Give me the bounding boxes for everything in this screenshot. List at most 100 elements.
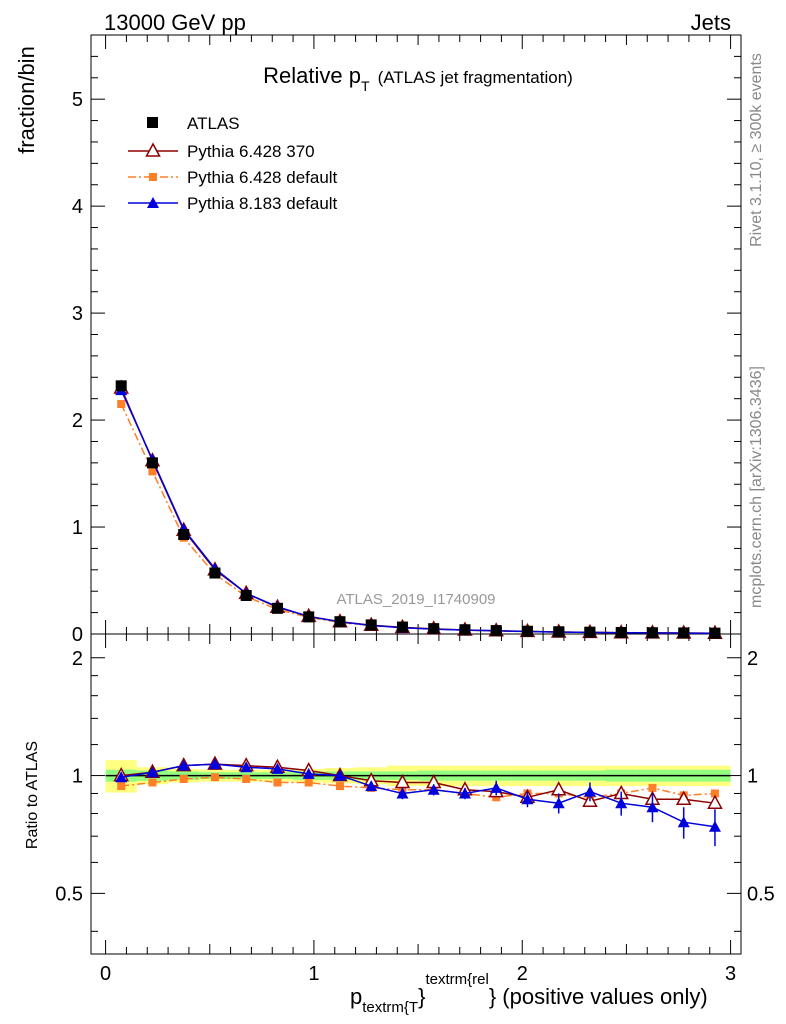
ratio-point-pythia-8-183-default: [208, 758, 221, 770]
ratio-ytick-label-right: 1: [747, 766, 758, 788]
ratio-point-pythia-8-183-default: [240, 761, 253, 773]
main-plot-title: Relative pT (ATLAS jet fragmentation): [263, 63, 573, 94]
ratio-point-pythia-6-428-default: [117, 782, 126, 791]
ratio-point-pythia-6-428-default: [304, 778, 313, 787]
x-label-sub: textrm{T: [362, 999, 418, 1016]
header-left: 13000 GeV pp: [104, 10, 246, 35]
main-ytick-label: 1: [72, 517, 83, 539]
main-point-atlas: [396, 621, 408, 633]
main-point-atlas: [303, 611, 315, 623]
main-point-atlas: [584, 626, 596, 638]
main-point-atlas: [521, 625, 533, 637]
ratio-point-pythia-8-183-default: [427, 783, 440, 795]
title-sub: T: [361, 78, 370, 94]
main-point-pythia-6-428-default: [117, 400, 126, 409]
main-point-atlas: [709, 627, 721, 639]
ratio-point-pythia-6-428-370: [707, 794, 723, 809]
main-point-atlas: [271, 602, 283, 614]
ratio-point-pythia-6-428-default: [648, 783, 657, 792]
ratio-point-pythia-8-183-default: [521, 793, 534, 805]
ratio-point-pythia-6-428-default: [273, 778, 282, 787]
main-point-atlas: [240, 589, 252, 601]
legend-marker-atlas: [147, 117, 158, 128]
ratio-point-pythia-8-183-default: [333, 769, 346, 781]
legend-label-py6-370: Pythia 6.428 370: [187, 142, 315, 161]
ratio-point-pythia-8-183-default: [677, 816, 690, 828]
ratio-ytick-label-left: 1: [72, 766, 83, 788]
ratio-xtick-label: 2: [517, 963, 528, 985]
ratio-point-pythia-8-183-default: [646, 801, 659, 813]
legend: ATLAS Pythia 6.428 370 Pythia 6.428 defa…: [128, 114, 338, 213]
ratio-ytick-label-right: 0.5: [747, 883, 775, 905]
legend-label-atlas: ATLAS: [187, 114, 240, 133]
legend-marker-py6-default: [149, 173, 157, 181]
main-point-atlas: [178, 529, 190, 541]
ratio-point-pythia-6-428-default: [210, 773, 219, 782]
header-right: Jets: [691, 10, 731, 35]
main-point-atlas: [115, 380, 127, 392]
main-point-atlas: [615, 627, 627, 639]
ratio-xtick-label: 0: [100, 963, 111, 985]
main-point-atlas: [146, 457, 158, 469]
main-ytick-label: 5: [72, 89, 83, 111]
ratio-xtick-label: 1: [308, 963, 319, 985]
main-point-atlas: [365, 619, 377, 631]
x-label-sup: textrm{rel: [425, 971, 488, 988]
ratio-plot-frame: [90, 633, 742, 955]
main-ytick-label: 0: [72, 624, 83, 646]
x-axis-label: ptextrm{T}textrm{rel} (positive values o…: [350, 971, 708, 1016]
legend-entry-py8: Pythia 8.183 default: [128, 194, 338, 213]
ratio-point-pythia-8-183-default: [302, 767, 315, 779]
title-extra: (ATLAS jet fragmentation): [378, 68, 573, 87]
ratio-point-pythia-8-183-default: [615, 797, 628, 809]
analysis-id: ATLAS_2019_I1740909: [336, 591, 495, 608]
main-ytick-label: 4: [72, 196, 83, 218]
ratio-point-pythia-8-183-default: [146, 766, 159, 778]
main-axis-ticks: 0 1 2 3 4 5: [72, 34, 741, 646]
ratio-point-pythia-6-428-default: [335, 782, 344, 791]
ratio-point-pythia-8-183-default: [552, 797, 565, 809]
main-point-atlas: [646, 627, 658, 639]
ratio-xtick-label: 3: [725, 963, 736, 985]
ratio-series-layer: [113, 755, 723, 847]
ratio-point-pythia-6-428-default: [148, 778, 157, 787]
legend-marker-py8: [147, 197, 159, 208]
main-ylabel: fraction/bin: [14, 46, 39, 154]
x-label-brace: }: [418, 984, 425, 1009]
ratio-point-pythia-6-428-default: [242, 774, 251, 783]
main-point-atlas: [490, 625, 502, 637]
ratio-point-pythia-8-183-default: [708, 820, 721, 832]
ratio-point-pythia-8-183-default: [177, 759, 190, 771]
ratio-point-pythia-8-183-default: [458, 787, 471, 799]
ratio-ytick-label-right: 2: [747, 648, 758, 670]
main-point-pythia-6-428-default: [148, 467, 157, 476]
ratio-point-pythia-8-183-default: [490, 781, 503, 793]
ratio-point-pythia-8-183-default: [271, 762, 284, 774]
ratio-line-pythia-8-183-default: [121, 763, 716, 828]
legend-marker-py6-370: [145, 142, 161, 157]
main-ytick-label: 2: [72, 410, 83, 432]
rivet-version-label: Rivet 3.1.10, ≥ 300k events: [748, 53, 765, 247]
main-point-atlas: [428, 623, 440, 635]
ratio-point-pythia-8-183-default: [365, 780, 378, 792]
main-point-atlas: [209, 567, 221, 579]
ratio-point-pythia-6-428-370: [675, 790, 692, 805]
main-series-layer: [113, 379, 723, 640]
main-ytick-label: 3: [72, 303, 83, 325]
x-label-p: p: [350, 984, 362, 1009]
ratio-ytick-label-left: 2: [72, 648, 83, 670]
ratio-point-pythia-6-428-default: [179, 774, 188, 783]
legend-entry-py6-default: Pythia 6.428 default: [128, 168, 338, 187]
main-point-atlas: [553, 626, 565, 638]
title-main: Relative p: [263, 63, 361, 88]
ratio-point-pythia-8-183-default: [396, 787, 409, 799]
mcplots-label: mcplots.cern.ch [arXiv:1306.3436]: [748, 366, 765, 608]
legend-label-py8: Pythia 8.183 default: [187, 194, 338, 213]
ratio-point-pythia-8-183-default: [583, 785, 596, 797]
main-point-atlas: [678, 627, 690, 639]
x-label-tail: } (positive values only): [489, 984, 708, 1009]
ratio-ylabel: Ratio to ATLAS: [24, 741, 41, 849]
main-point-atlas: [459, 624, 471, 636]
ratio-ytick-label-left: 0.5: [55, 883, 83, 905]
